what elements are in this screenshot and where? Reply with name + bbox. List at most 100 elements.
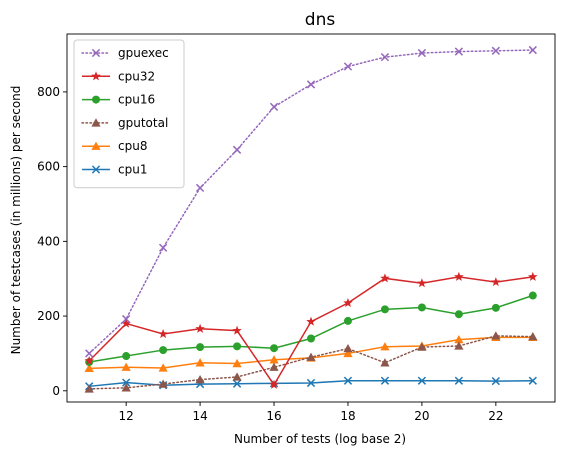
data-point-gputotal [306, 352, 316, 361]
data-point-cpu1 [343, 376, 353, 385]
data-point-gpuexec [343, 62, 353, 71]
x-tick-label: 20 [414, 409, 429, 423]
data-point-cpu8 [195, 358, 205, 367]
series-line-cpu32 [88, 276, 533, 387]
data-point-gpuexec [195, 183, 205, 193]
legend-marker-cpu32 [91, 71, 101, 81]
x-axis-title: Number of tests (log base 2) [234, 432, 406, 446]
legend-label-cpu1: cpu1 [118, 163, 147, 177]
data-point-cpu8 [380, 342, 390, 351]
data-point-cpu32 [306, 316, 316, 326]
data-point-gputotal [158, 379, 168, 388]
data-point-gputotal [380, 358, 390, 367]
data-point-cpu32 [343, 297, 353, 308]
data-point-cpu16 [417, 303, 426, 312]
data-point-cpu16 [528, 291, 537, 300]
data-point-cpu32 [528, 271, 538, 281]
data-point-cpu32 [454, 271, 464, 281]
data-point-cpu1 [306, 378, 316, 388]
legend-label-cpu8: cpu8 [118, 139, 147, 153]
data-point-cpu8 [84, 363, 94, 373]
data-point-cpu16 [233, 342, 242, 351]
data-point-cpu16 [270, 344, 279, 353]
legend: gpuexec cpu32 cpu16 gputotal cpu8 cpu1 [73, 39, 185, 189]
plot-area: 12 14 16 18 20 22 0 200 400 600 800 [37, 33, 556, 423]
data-point-cpu32 [491, 277, 501, 287]
data-point-cpu32 [417, 278, 427, 288]
x-tick-label: 12 [119, 409, 134, 423]
legend-marker-gputotal [91, 118, 101, 127]
data-point-gputotal [417, 342, 427, 351]
legend-label-gpuexec: gpuexec [118, 46, 169, 60]
data-point-cpu1 [380, 376, 390, 385]
data-point-gputotal [84, 384, 94, 393]
data-point-cpu32 [269, 379, 279, 389]
x-tick-label: 16 [266, 409, 281, 423]
legend-marker-cpu8 [91, 141, 101, 150]
data-point-gpuexec [269, 102, 279, 111]
x-tick-label: 14 [192, 409, 207, 423]
legend-label-gputotal: gputotal [118, 116, 168, 130]
data-point-cpu1 [417, 376, 427, 385]
data-point-gputotal [343, 343, 353, 353]
legend-marker-cpu1 [91, 165, 101, 174]
data-point-cpu16 [454, 310, 463, 319]
y-tick-label: 400 [37, 234, 60, 248]
data-point-cpu32 [121, 318, 131, 328]
data-point-cpu1 [122, 378, 131, 387]
data-point-gputotal [491, 331, 501, 340]
x-tick-label: 22 [488, 409, 503, 423]
data-point-gpuexec [85, 349, 94, 358]
data-point-cpu32 [380, 273, 390, 283]
data-point-cpu1 [491, 376, 500, 386]
plot-frame [66, 33, 556, 403]
data-point-cpu16 [122, 352, 131, 361]
data-point-gpuexec [380, 53, 390, 62]
data-point-cpu8 [158, 363, 168, 372]
data-point-gpuexec [158, 243, 168, 252]
y-tick-label: 600 [37, 160, 60, 174]
data-point-cpu32 [158, 329, 168, 339]
legend-label-cpu16: cpu16 [118, 93, 155, 107]
data-point-gputotal [232, 372, 242, 381]
data-point-cpu16 [380, 305, 389, 314]
data-point-gputotal [195, 374, 205, 384]
data-point-cpu8 [454, 335, 464, 344]
data-point-gpuexec [232, 145, 242, 154]
data-point-cpu16 [343, 316, 352, 325]
data-point-cpu8 [269, 355, 279, 364]
data-point-gputotal [121, 383, 131, 392]
data-point-cpu8 [121, 362, 131, 371]
data-point-cpu16 [307, 334, 315, 343]
data-point-cpu16 [491, 303, 500, 312]
data-point-cpu8 [343, 348, 353, 358]
data-point-cpu1 [528, 376, 537, 385]
data-point-gpuexec [491, 46, 500, 55]
data-point-cpu1 [454, 376, 464, 385]
data-point-cpu32 [195, 323, 205, 333]
data-point-cpu16 [196, 343, 205, 352]
data-point-gputotal [528, 332, 538, 341]
data-point-cpu16 [159, 346, 168, 355]
series-line-cpu16 [89, 294, 534, 363]
data-point-gputotal [454, 341, 464, 350]
x-tick-label: 18 [340, 409, 355, 423]
data-point-gpuexec [528, 45, 537, 55]
data-point-gpuexec [417, 48, 427, 58]
y-axis-title: Number of testcases (in millions) per se… [9, 86, 23, 355]
data-point-cpu32 [232, 325, 242, 335]
data-point-cpu8 [232, 358, 242, 368]
data-point-gputotal [269, 362, 279, 371]
legend-marker-cpu16 [92, 95, 100, 104]
data-point-cpu1 [232, 379, 242, 388]
chart-title: dns [305, 10, 336, 30]
legend-label-cpu32: cpu32 [118, 69, 155, 83]
data-point-gpuexec [454, 47, 464, 56]
y-tick-label: 200 [37, 309, 60, 323]
data-point-cpu32 [84, 355, 94, 365]
legend-marker-gpuexec [91, 48, 101, 58]
data-point-gpuexec [122, 314, 131, 324]
y-tick-label: 0 [52, 384, 60, 398]
y-tick-label: 800 [37, 85, 60, 99]
